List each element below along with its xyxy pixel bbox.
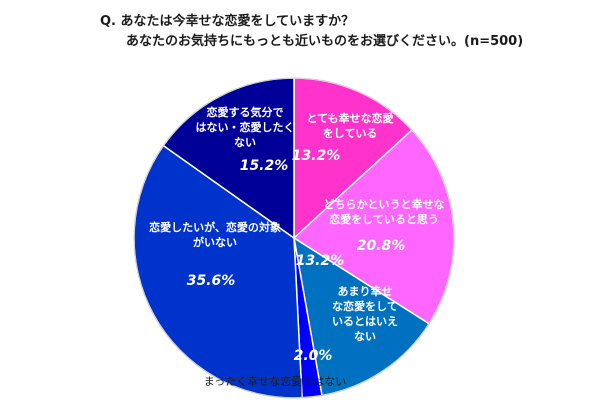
slice-label: な恋愛をして [332,299,398,313]
slice-label: いるとはいえ [332,315,398,328]
slice-label: まったく幸せな恋愛ではない [204,374,347,388]
pie-outline [133,77,455,399]
slice-value-label: 15.2% [240,158,289,174]
slice-label: ない [354,330,376,343]
question-line-1: Q. あなたは今幸せな恋愛をしていますか？ [100,10,354,29]
leader-line [229,378,302,397]
question-text-2: あなたのお気持ちにもっとも近いものをお選びください。(n=500) [126,34,524,49]
slice-label: あまり幸せ [338,284,393,298]
slice-label: 恋愛したいが、恋愛の対象 [149,220,281,234]
slice-label: はない・恋愛したく [196,120,295,134]
slice-label: 恋愛をしていると思う [329,212,439,226]
slice-value-label: 13.2% [292,148,341,164]
slice-value-label: 13.2% [296,253,345,269]
question-line-2: あなたのお気持ちにもっとも近いものをお選びください。(n=500) [126,30,523,49]
slice-value-label: 20.8% [357,238,406,254]
slice-label: とても幸せな恋愛 [306,111,393,125]
slice-label: ない [234,136,256,149]
slice-value-label: 2.0% [294,348,333,364]
question-text-1: あなたは今幸せな恋愛をしていますか？ [120,14,355,29]
slice-value-label: 35.6% [187,273,236,289]
slice-label: をしている [323,127,378,140]
question-prefix: Q. [100,14,116,29]
slice-label: 恋愛する気分で [207,105,284,119]
slice-label: どちらかというと幸せな [324,197,445,211]
slice-label: がいない [193,235,237,249]
